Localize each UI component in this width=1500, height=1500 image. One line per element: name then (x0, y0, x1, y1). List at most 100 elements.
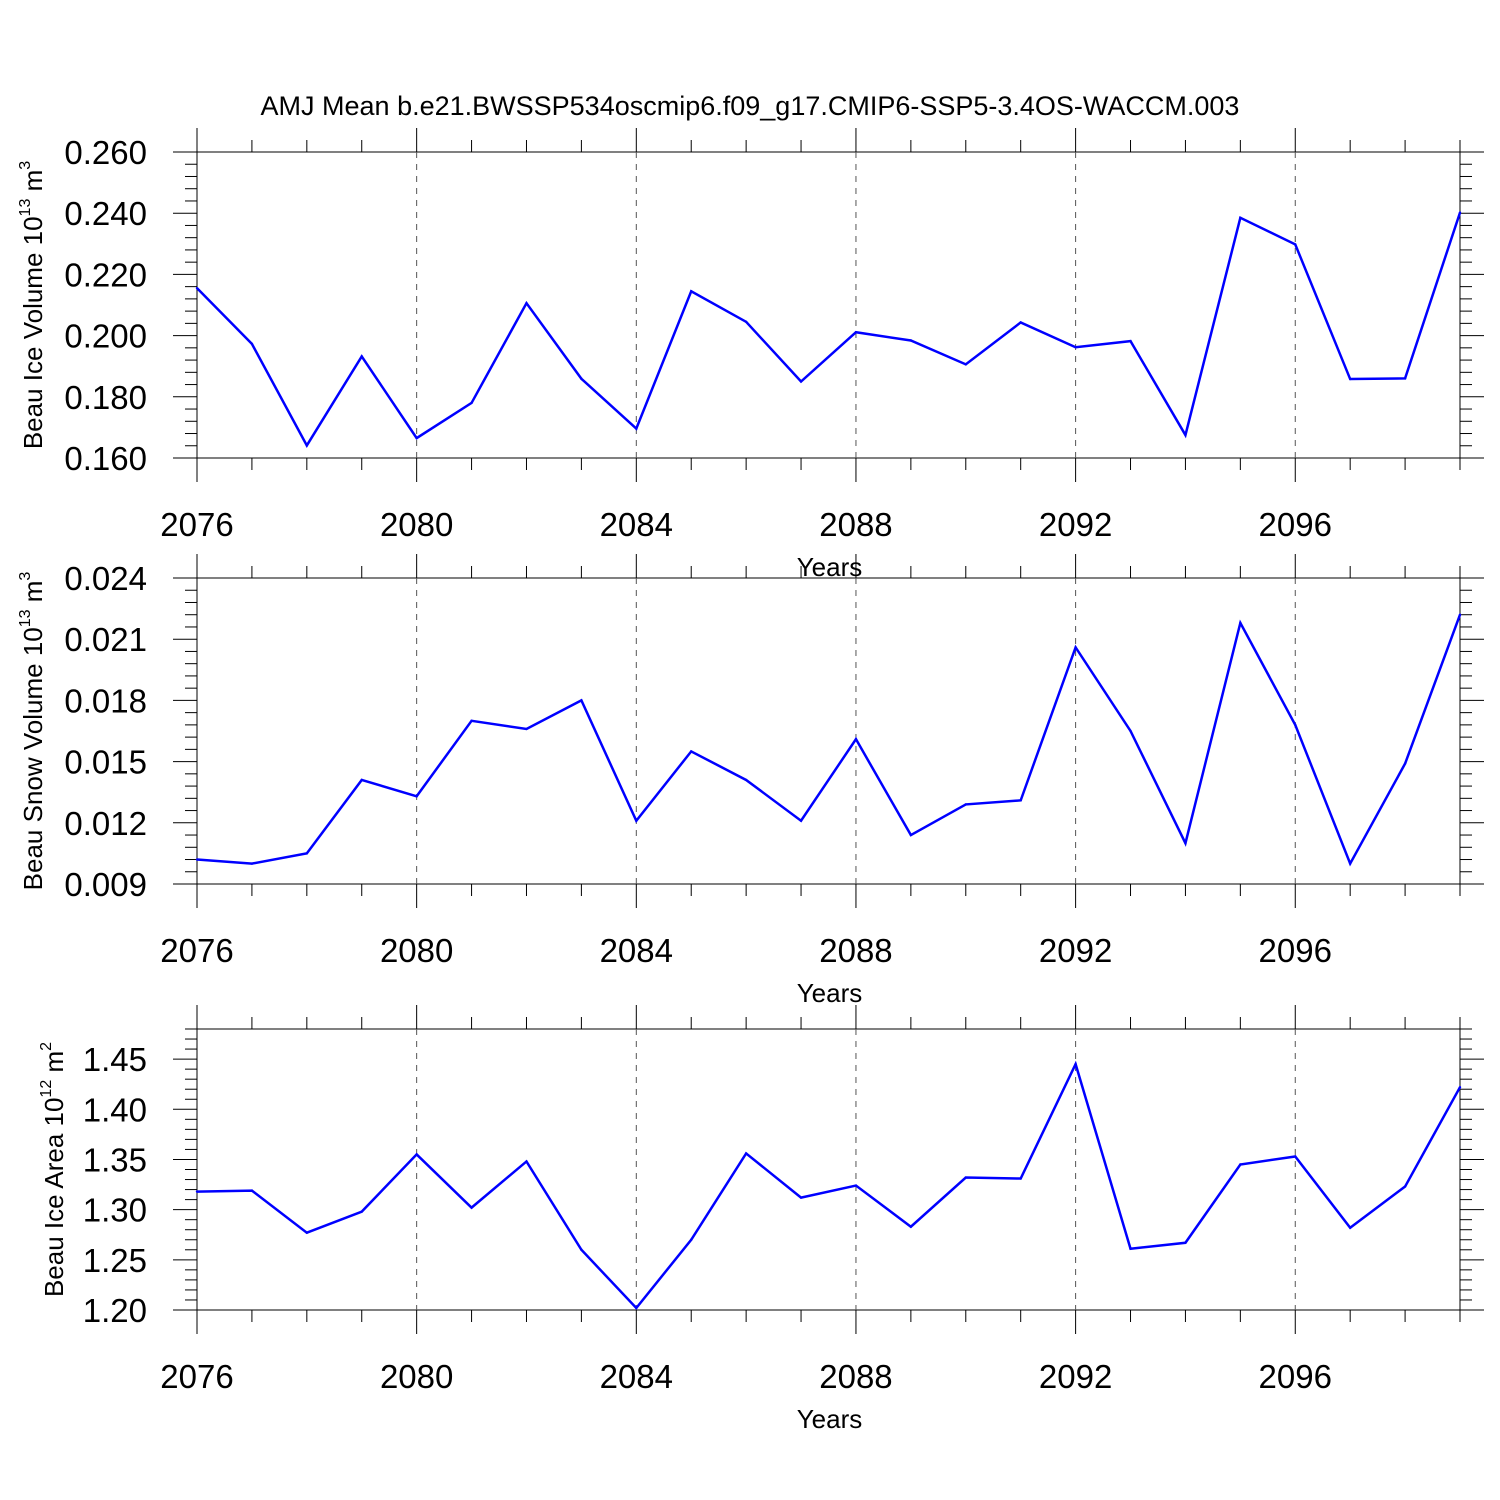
series-line (196, 1060, 1462, 1310)
x-tick-label: 2092 (1039, 932, 1112, 969)
y-axis-label-text: Beau Snow Volume 10 (18, 627, 48, 890)
y-axis-label-exponent: 13 (17, 609, 34, 627)
data-point (1403, 1185, 1407, 1188)
y-tick-label: 1.20 (83, 1292, 147, 1329)
data-point (360, 1210, 363, 1213)
x-axis-label: Years (797, 552, 863, 582)
x-tick-label: 2096 (1259, 932, 1332, 969)
x-tick-label: 2096 (1259, 1358, 1332, 1395)
data-point (1129, 1247, 1132, 1250)
data-point (744, 320, 748, 324)
data-point (1184, 433, 1187, 437)
data-point (854, 737, 858, 741)
data-point (1019, 321, 1022, 324)
data-point (854, 1184, 858, 1187)
data-point (690, 750, 693, 753)
data-point (1294, 243, 1297, 246)
x-tick-label: 2080 (380, 1358, 453, 1395)
data-point (909, 833, 913, 837)
data-point (415, 436, 418, 440)
data-point (1184, 842, 1187, 845)
y-tick-label: 0.240 (64, 195, 147, 232)
y-axis-label-exponent: 13 (17, 199, 34, 217)
data-point (909, 339, 913, 342)
x-axis-label: Years (797, 1404, 863, 1434)
chart-title: AMJ Mean b.e21.BWSSP534oscmip6.f09_g17.C… (261, 91, 1240, 121)
x-axis-label: Years (797, 978, 863, 1008)
data-point (580, 1248, 583, 1251)
data-point (1184, 1241, 1187, 1244)
y-tick-label: 0.200 (64, 318, 147, 355)
y-tick-label: 0.009 (64, 866, 147, 903)
data-point (1348, 1226, 1352, 1229)
panel-2: 2076 2080 2084 2088 2092 2096 Years 0.009 0.012 0… (17, 554, 1484, 1008)
data-point (305, 444, 309, 447)
y-axis-label-exponent: 12 (38, 1080, 55, 1098)
y-tick-label: 1.30 (83, 1192, 147, 1229)
data-point (1458, 211, 1462, 214)
data-point (964, 363, 967, 366)
data-point (415, 1153, 418, 1156)
data-point (1019, 799, 1022, 802)
y-axis-label-unit: m (39, 1051, 69, 1080)
data-point (1074, 646, 1077, 649)
data-point (635, 819, 638, 822)
x-tick-label: 2080 (380, 932, 453, 969)
y-axis-label-unit-exponent: 3 (17, 161, 34, 170)
y-tick-label: 0.018 (64, 682, 147, 719)
data-point (1129, 729, 1132, 733)
data-point (799, 380, 803, 383)
data-point (799, 1196, 803, 1199)
data-point (1019, 1177, 1022, 1180)
x-tick-label: 2076 (160, 932, 233, 969)
panels: 2076 2080 2084 2088 2092 2096 Years 0.160 0.180 0… (17, 128, 1484, 1434)
x-tick-label: 2088 (819, 1358, 892, 1395)
data-point (470, 401, 473, 405)
x-tick-label: 2092 (1039, 506, 1112, 543)
data-point (1294, 1155, 1297, 1158)
y-tick-label: 0.021 (64, 621, 147, 658)
data-point (635, 1306, 638, 1310)
y-axis-label-unit: m (18, 170, 48, 199)
x-tick-label: 2092 (1039, 1358, 1112, 1395)
series-line (196, 614, 1462, 867)
data-point (195, 1190, 199, 1193)
y-axis-label-unit: m (18, 581, 48, 610)
data-point (195, 858, 199, 861)
y-tick-label: 1.25 (83, 1242, 147, 1279)
data-point (1074, 346, 1077, 349)
panel-1: 2076 2080 2084 2088 2092 2096 Years 0.160 0.180 0… (17, 128, 1484, 582)
data-point (470, 1206, 473, 1209)
data-point (690, 1238, 693, 1241)
data-point (1348, 377, 1352, 381)
data-point (1403, 762, 1407, 765)
y-tick-label: 0.015 (64, 744, 147, 781)
y-axis-label-unit-exponent: 2 (38, 1042, 55, 1051)
y-tick-label: 0.260 (64, 134, 147, 171)
x-tick-label: 2088 (819, 932, 892, 969)
x-tick-label: 2084 (600, 1358, 673, 1395)
series-line (196, 212, 1462, 448)
data-point (250, 1189, 254, 1192)
y-tick-label: 0.180 (64, 379, 147, 416)
y-tick-label: 1.40 (83, 1091, 147, 1128)
data-point (305, 1231, 309, 1234)
data-point (854, 331, 858, 334)
y-tick-label: 0.220 (64, 256, 147, 293)
data-point (1403, 377, 1407, 380)
data-point (1239, 216, 1242, 219)
y-tick-label: 0.160 (64, 440, 147, 477)
data-point (470, 719, 473, 722)
data-point (525, 1160, 528, 1163)
data-point (305, 852, 309, 855)
x-tick-label: 2076 (160, 1358, 233, 1395)
data-point (525, 301, 528, 305)
data-point (1239, 1163, 1242, 1166)
plot-frame (196, 151, 1461, 459)
data-point (799, 819, 803, 822)
y-tick-label: 0.024 (64, 560, 147, 597)
y-axis-label: Beau Snow Volume 1013 m3 (17, 572, 48, 891)
data-point (1348, 862, 1352, 865)
